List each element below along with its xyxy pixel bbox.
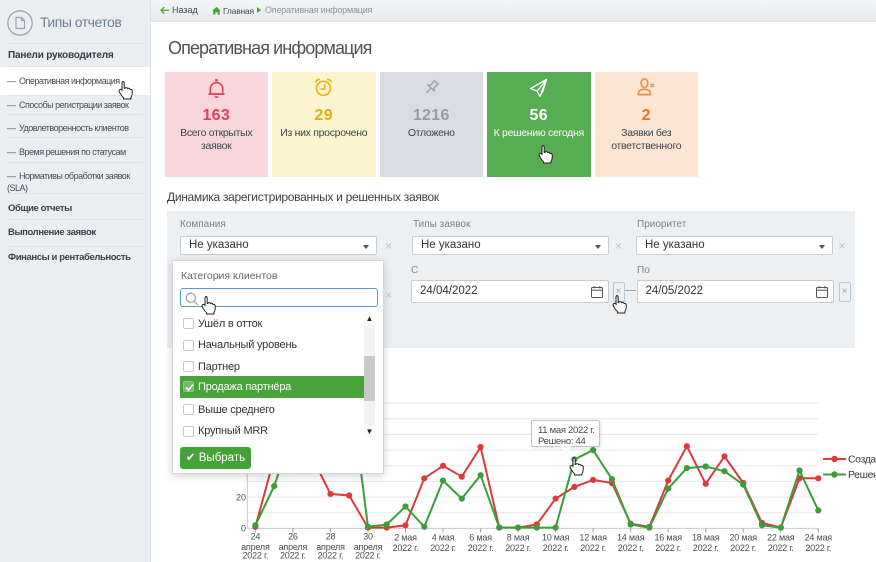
svg-text:Решено: Решено xyxy=(848,469,876,481)
svg-text:0: 0 xyxy=(241,524,246,534)
svg-text:20: 20 xyxy=(236,492,246,502)
svg-text:Создано: Создано xyxy=(848,454,876,466)
